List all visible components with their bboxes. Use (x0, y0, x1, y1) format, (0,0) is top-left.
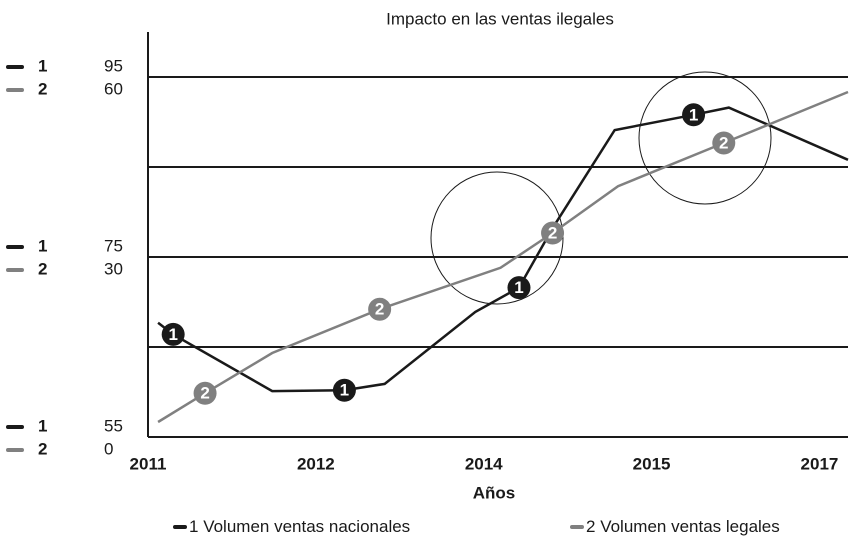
axis-series-id: 1 (38, 56, 47, 75)
x-tick-label: 2015 (633, 454, 671, 473)
legend-id: 1 (189, 517, 198, 536)
axis-series-id: 1 (38, 416, 47, 435)
x-tick-label: 2011 (130, 454, 167, 473)
y-tick-label: 75 (104, 236, 123, 255)
point-marker (712, 131, 736, 155)
y-tick-label: 55 (104, 416, 123, 435)
marker-label: 1 (168, 325, 177, 344)
point-marker (161, 322, 185, 346)
legend-name: Volumen ventas legales (600, 517, 780, 536)
highlight-circle (638, 71, 772, 205)
point-marker (193, 381, 217, 405)
x-axis-label: Años (473, 483, 516, 502)
legend-name: Volumen ventas nacionales (203, 517, 410, 536)
x-tick-label: 2012 (297, 454, 335, 473)
y2-tick-label: 0 (104, 439, 113, 458)
y2-tick-label: 30 (104, 259, 123, 278)
point-marker (507, 276, 531, 300)
series-line (157, 90, 849, 424)
series-line (157, 106, 849, 393)
highlight-circle (430, 171, 564, 305)
chart-title: Impacto en las ventas ilegales (386, 9, 614, 28)
x-tick-label: 2017 (801, 454, 839, 473)
legend-label: 2 Volumen ventas legales (586, 517, 780, 536)
y-tick-label: 95 (104, 56, 123, 75)
marker-label: 2 (375, 300, 384, 319)
point-marker (368, 297, 392, 321)
point-marker (682, 103, 706, 127)
axis-series-id: 2 (38, 79, 47, 98)
marker-label: 1 (689, 105, 698, 124)
marker-label: 2 (200, 384, 209, 403)
axis-series-id: 2 (38, 259, 47, 278)
legend-label: 1 Volumen ventas nacionales (189, 517, 410, 536)
marker-label: 2 (719, 133, 728, 152)
point-marker (332, 378, 356, 402)
point-marker (541, 221, 565, 245)
legend-id: 2 (586, 517, 595, 536)
marker-label: 1 (514, 278, 523, 297)
marker-label: 2 (548, 223, 557, 242)
y2-tick-label: 60 (104, 79, 123, 98)
x-tick-label: 2014 (465, 454, 503, 473)
marker-label: 1 (340, 381, 349, 400)
axis-series-id: 1 (38, 236, 47, 255)
axis-series-id: 2 (38, 439, 47, 458)
